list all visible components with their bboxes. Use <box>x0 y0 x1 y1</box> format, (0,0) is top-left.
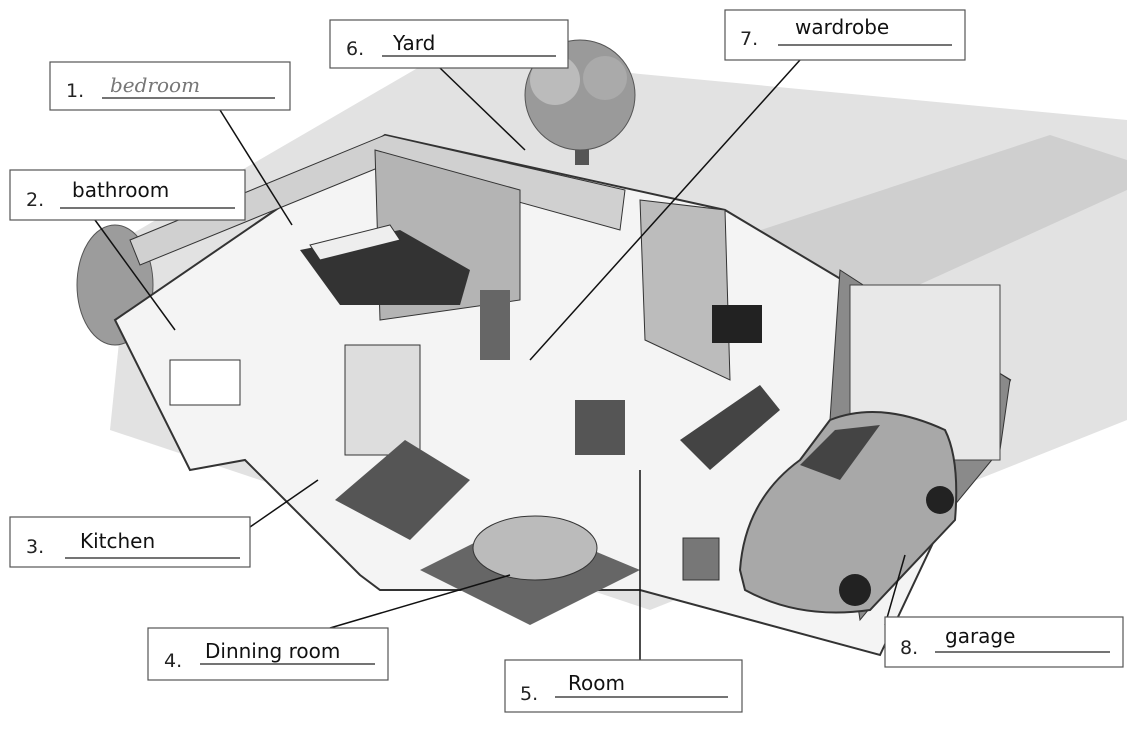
label-box: 8. garage <box>885 617 1123 667</box>
page: {"labels": [ {"number": "1.", "answer": … <box>0 0 1127 734</box>
tv <box>712 305 762 343</box>
label-box: 3. Kitchen <box>10 517 250 567</box>
label-number: 6. <box>346 38 364 60</box>
label-number: 5. <box>520 683 538 705</box>
label-box: 5. Room <box>505 660 742 712</box>
house-diagram: 1. bedroom 2. bathroom 3. Kitchen 4. Din… <box>0 0 1127 734</box>
label-answer: Room <box>568 671 625 695</box>
label-answer: wardrobe <box>795 15 889 39</box>
label-number: 7. <box>740 28 758 50</box>
label-number: 4. <box>164 650 182 672</box>
label-box: 6. Yard <box>330 20 568 68</box>
label-number: 8. <box>900 637 918 659</box>
label-number: 3. <box>26 536 44 558</box>
label-answer: bedroom <box>110 73 200 97</box>
label-answer: garage <box>945 624 1015 648</box>
bathtub <box>170 360 240 405</box>
label-box: 4. Dinning room <box>148 628 388 680</box>
label-answer: bathroom <box>72 178 169 202</box>
label-answer: Dinning room <box>205 639 340 663</box>
label-number: 1. <box>66 80 84 102</box>
armchair <box>575 400 625 455</box>
trash-can <box>683 538 719 580</box>
label-box: 1. bedroom <box>50 62 290 110</box>
dining-table <box>473 516 597 580</box>
label-answer: Yard <box>392 31 435 55</box>
wardrobe-rack <box>480 290 510 360</box>
label-answer: Kitchen <box>80 529 155 553</box>
fridge <box>345 345 420 455</box>
label-number: 2. <box>26 189 44 211</box>
label-box: 7. wardrobe <box>725 10 965 60</box>
label-box: 2. bathroom <box>10 170 245 220</box>
